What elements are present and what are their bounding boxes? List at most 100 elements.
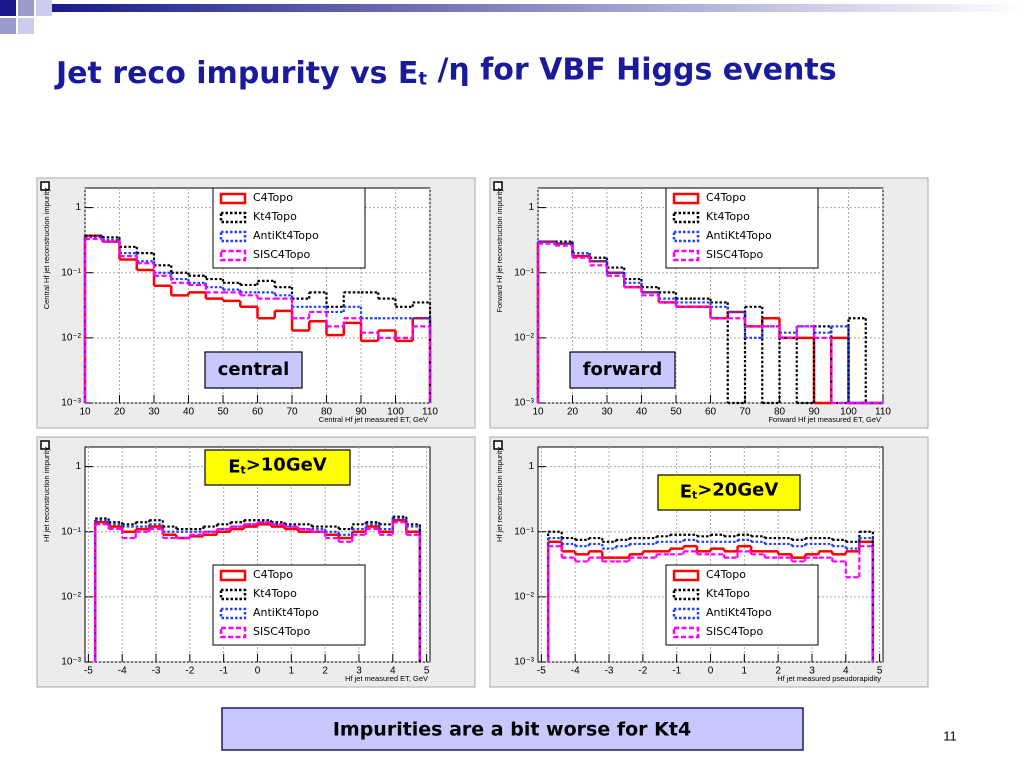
y-tick-label: 10⁻² <box>61 333 81 344</box>
text-main: central <box>218 359 290 380</box>
x-tick-label: 4 <box>843 666 849 677</box>
x-tick-label: -4 <box>118 666 127 677</box>
x-tick-label: -4 <box>571 666 580 677</box>
slide-title: Jet reco impurity vs Et /η for VBF Higgs… <box>54 52 837 91</box>
legend-swatch <box>672 230 700 243</box>
x-tick-label: -2 <box>185 666 194 677</box>
y-tick-label: 10⁻² <box>514 333 534 344</box>
legend-swatch <box>672 588 700 601</box>
x-tick-label: 40 <box>636 407 648 418</box>
annotation: Et>10GeV <box>228 454 327 477</box>
legend-box <box>665 564 819 646</box>
legend-label: Kt4Topo <box>706 210 750 223</box>
panel-icon <box>40 181 50 191</box>
legend-label: SISC4Topo <box>706 625 763 638</box>
legend-swatch <box>672 192 700 205</box>
x-tick-label: 40 <box>183 407 195 418</box>
y-tick-label: 1 <box>528 461 534 472</box>
x-tick-label: 70 <box>286 407 298 418</box>
x-tick-label: 30 <box>601 407 613 418</box>
legend-swatch <box>672 249 700 262</box>
legend-label: SISC4Topo <box>253 625 310 638</box>
y-tick-label: 10⁻¹ <box>61 526 81 537</box>
x-axis-title: Forward Hf jet measured ET, GeV <box>768 415 881 424</box>
x-tick-label: 110 <box>422 407 438 418</box>
annotation: Et>20GeV <box>680 479 779 502</box>
x-tick-label: 10 <box>532 407 544 418</box>
legend-label: C4Topo <box>706 568 746 581</box>
panel-icon <box>40 440 50 450</box>
legend-label: Kt4Topo <box>253 210 297 223</box>
x-tick-label: 2 <box>775 666 781 677</box>
x-tick-label: 50 <box>217 407 229 418</box>
x-tick-label: 0 <box>255 666 261 677</box>
x-tick-label: 110 <box>875 407 891 418</box>
x-tick-label: 20 <box>567 407 579 418</box>
y-axis-title: Central Hf jet reconstruction impurity <box>42 188 51 310</box>
panel-icon <box>493 440 503 450</box>
x-tick-label: 5 <box>424 666 430 677</box>
annotation: central <box>218 359 290 380</box>
x-axis-title: Hf jet measured ET, GeV <box>345 674 428 683</box>
legend-box <box>212 187 366 269</box>
x-tick-label: -1 <box>219 666 228 677</box>
x-tick-label: 1 <box>742 666 748 677</box>
x-tick-label: 3 <box>356 666 362 677</box>
y-tick-label: 1 <box>528 202 534 213</box>
legend-label: AntiKt4Topo <box>706 229 772 242</box>
text-main: forward <box>583 359 663 380</box>
x-tick-label: 10 <box>79 407 91 418</box>
x-tick-label: 30 <box>148 407 160 418</box>
legend-swatch <box>219 626 247 639</box>
x-tick-label: 50 <box>670 407 682 418</box>
x-tick-label: 5 <box>877 666 883 677</box>
legend-box <box>212 564 366 646</box>
legend-label: SISC4Topo <box>253 248 310 261</box>
x-tick-label: 100 <box>387 407 404 418</box>
legend-swatch <box>219 588 247 601</box>
y-tick-label: 10⁻¹ <box>61 267 81 278</box>
x-tick-label: 1 <box>289 666 295 677</box>
panel-icon <box>493 181 503 191</box>
legend-swatch <box>219 192 247 205</box>
decoration <box>0 0 1024 34</box>
x-tick-label: -1 <box>672 666 681 677</box>
x-tick-label: -5 <box>84 666 93 677</box>
page-number: 11 <box>943 728 957 743</box>
x-tick-label: 80 <box>774 407 786 418</box>
x-tick-label: 60 <box>705 407 717 418</box>
y-axis-title: Forward Hf jet reconstruction impurity <box>495 188 504 313</box>
legend-swatch <box>219 569 247 582</box>
x-tick-label: 90 <box>808 407 820 418</box>
conclusion: Impurities are a bit worse for Kt4 <box>333 719 691 741</box>
x-tick-label: 2 <box>322 666 328 677</box>
legend-label: Kt4Topo <box>253 587 297 600</box>
legend-label: AntiKt4Topo <box>253 229 319 242</box>
legend-box <box>665 187 819 269</box>
y-tick-label: 10⁻¹ <box>514 526 534 537</box>
legend-label: Kt4Topo <box>706 587 750 600</box>
x-tick-label: 20 <box>114 407 126 418</box>
legend-label: SISC4Topo <box>706 248 763 261</box>
text-main: Jet reco impurity vs E <box>54 56 418 91</box>
legend-label: AntiKt4Topo <box>706 606 772 619</box>
conclusion-box <box>221 707 804 751</box>
x-tick-label: -3 <box>152 666 161 677</box>
text-main: E <box>228 457 240 478</box>
legend-swatch <box>672 211 700 224</box>
y-axis-title: Hf jet reconstruction impurity <box>495 447 504 542</box>
annotation-box <box>657 474 801 511</box>
text-sub: t <box>692 489 697 502</box>
x-tick-label: 0 <box>708 666 714 677</box>
x-axis-title: Central Hf jet measured ET, GeV <box>319 415 428 424</box>
annotation-box <box>569 351 676 389</box>
text-tail: /η for VBF Higgs events <box>427 52 837 87</box>
legend-swatch <box>219 211 247 224</box>
y-tick-label: 10⁻² <box>61 592 81 603</box>
text-sub: t <box>418 68 427 89</box>
text-tail: >10GeV <box>246 454 327 475</box>
x-tick-label: 60 <box>252 407 264 418</box>
